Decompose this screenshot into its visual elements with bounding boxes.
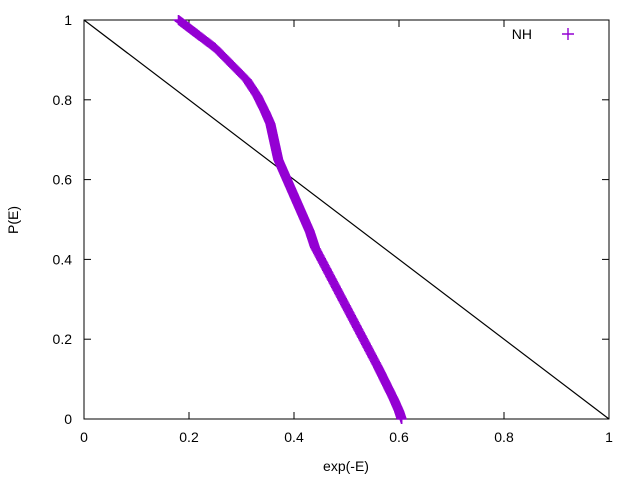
y-tick-label: 0.6 [53,172,73,188]
series-layer [83,15,610,424]
legend: NH [512,26,574,42]
y-tick-label: 0.2 [53,331,73,347]
legend-marker-plus [562,28,574,40]
data-point [396,414,407,424]
x-tick-label: 1 [605,429,613,445]
series-nh [173,15,407,424]
reference-line [83,19,610,420]
legend-marker-nh [562,28,574,40]
plot-frame [83,19,610,420]
x-tick-label: 0.2 [179,429,199,445]
y-tick-label: 0 [64,411,72,427]
y-axis-label: P(E) [5,206,21,234]
x-axis-label: exp(-E) [323,458,369,474]
axis-tick-labels: 0 0.2 0.4 0.6 0.8 1 0 0.2 0.4 0.6 0.8 1 [53,12,614,445]
x-tick-label: 0.4 [284,429,304,445]
y-tick-label: 0.8 [53,92,73,108]
x-tick-label: 0 [80,429,88,445]
legend-label-nh: NH [512,26,532,42]
y-tick-label: 0.4 [53,251,73,267]
y-tick-label: 1 [64,12,72,28]
x-tick-label: 0.8 [494,429,514,445]
x-tick-label: 0.6 [389,429,409,445]
